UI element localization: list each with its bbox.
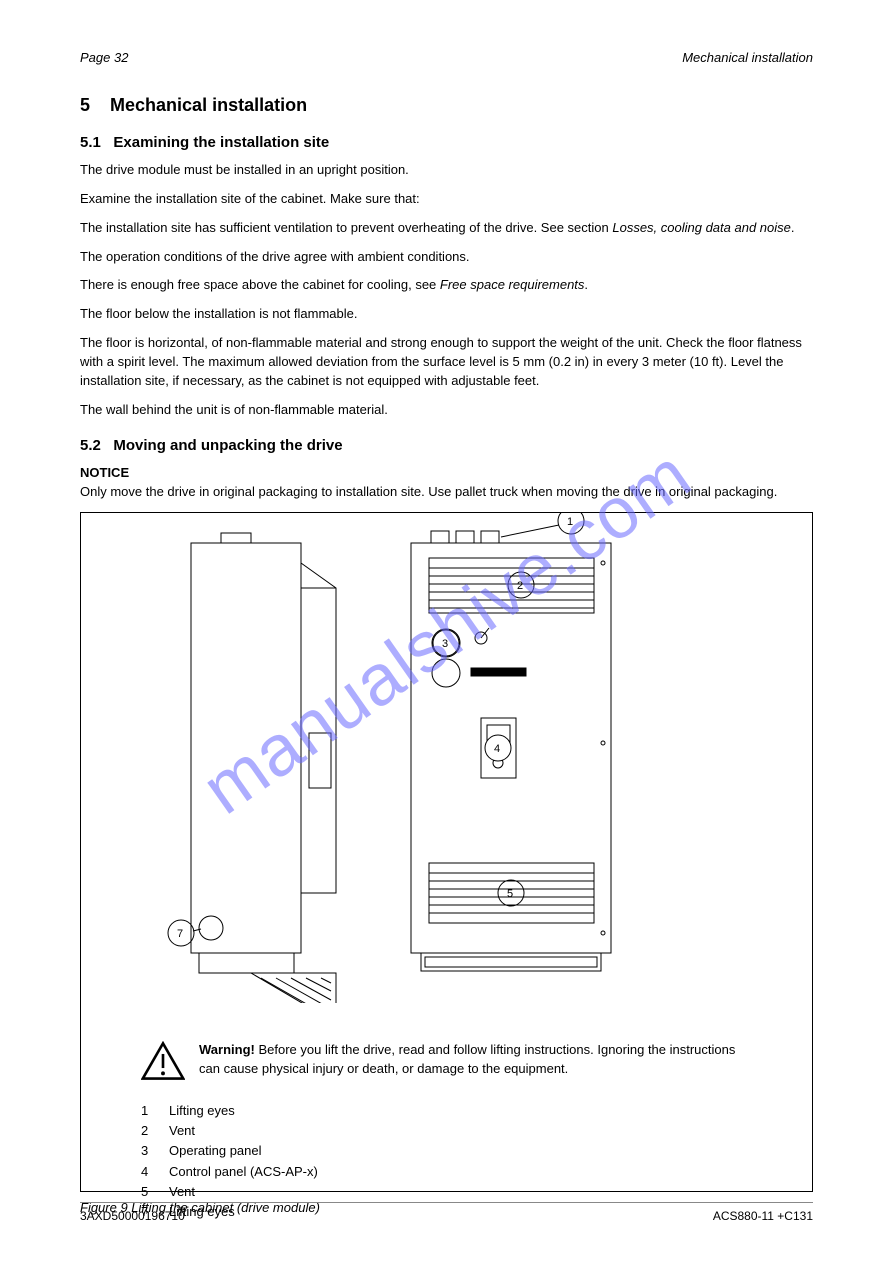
callout-label: Operating panel [169,1141,262,1161]
callout-index: 3 [141,1141,169,1161]
callout-label: Vent [169,1182,195,1202]
page-footer: 3AXD50000196710 ACS880-11 +C131 [80,1202,813,1223]
subsection-number: 5.1 [80,134,101,151]
page-header: Page 32 Mechanical installation [80,50,813,65]
callout-num-4: 4 [494,743,500,755]
callout-num-2: 2 [517,580,523,592]
callout-index: 5 [141,1182,169,1202]
callout-index: 2 [141,1121,169,1141]
subsection-heading-2: Moving and unpacking the drive [113,437,342,454]
doc-title: Mechanical installation [682,50,813,65]
callout-label: Vent [169,1121,195,1141]
callout-row: 3 Operating panel [141,1141,318,1161]
text-run: . [584,277,588,292]
warning-icon [141,1041,185,1086]
callout-label: Control panel (ACS-AP-x) [169,1162,318,1182]
paragraph: There is enough free space above the cab… [80,276,813,295]
link-text: Free space requirements [440,277,585,292]
callout-num-1: 1 [567,516,573,528]
paragraph: Examine the installation site of the cab… [80,190,813,209]
footer-model: ACS880-11 +C131 [713,1209,813,1223]
paragraph: The drive module must be installed in an… [80,161,813,180]
text-run: . [791,220,795,235]
warning-body: Before you lift the drive, read and foll… [199,1042,735,1076]
cabinet-drawing: 7 [81,513,814,1003]
notice-text: Only move the drive in original packagin… [80,484,777,499]
text-run: There is enough free space above the cab… [80,277,440,292]
paragraph: The operation conditions of the drive ag… [80,248,813,267]
section-title: 5 Mechanical installation [80,95,813,116]
paragraph: The wall behind the unit is of non-flamm… [80,401,813,420]
callout-label: Lifting eyes [169,1101,235,1121]
section-heading: Mechanical installation [110,95,307,115]
subsection-heading: Examining the installation site [113,134,329,151]
callout-num-7: 7 [177,928,183,940]
link-text: Losses, cooling data and noise [612,220,791,235]
paragraph: The floor is horizontal, of non-flammabl… [80,334,813,391]
page-label: Page 32 [80,50,128,65]
paragraph: The installation site has sufficient ven… [80,219,813,238]
callout-row: 2 Vent [141,1121,318,1141]
section-number: 5 [80,95,90,115]
subsection-title: 5.1 Examining the installation site [80,134,813,151]
callout-row: 4 Control panel (ACS-AP-x) [141,1162,318,1182]
callout-index: 1 [141,1101,169,1121]
subsection-title-2: 5.2 Moving and unpacking the drive [80,437,813,454]
notice: NOTICE Only move the drive in original p… [80,464,813,502]
paragraph: The floor below the installation is not … [80,305,813,324]
text-run: The installation site has sufficient ven… [80,220,612,235]
callout-index: 4 [141,1162,169,1182]
subsection-number-2: 5.2 [80,437,101,454]
figure-frame: 7 [80,512,813,1192]
warning-bold: Warning! [199,1042,255,1057]
warning-text: Warning! Before you lift the drive, read… [199,1041,741,1079]
notice-heading: NOTICE [80,465,129,480]
callout-num-3: 3 [442,638,448,650]
footer-doc-id: 3AXD50000196710 [80,1209,185,1223]
callout-row: 5 Vent [141,1182,318,1202]
callout-row: 1 Lifting eyes [141,1101,318,1121]
callout-num-5: 5 [507,888,513,900]
